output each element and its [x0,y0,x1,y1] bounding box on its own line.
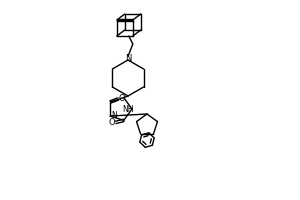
Text: O: O [119,94,126,103]
Text: O: O [108,118,115,127]
Text: NH: NH [122,104,134,114]
Text: N: N [125,54,131,63]
Text: N: N [111,111,117,120]
